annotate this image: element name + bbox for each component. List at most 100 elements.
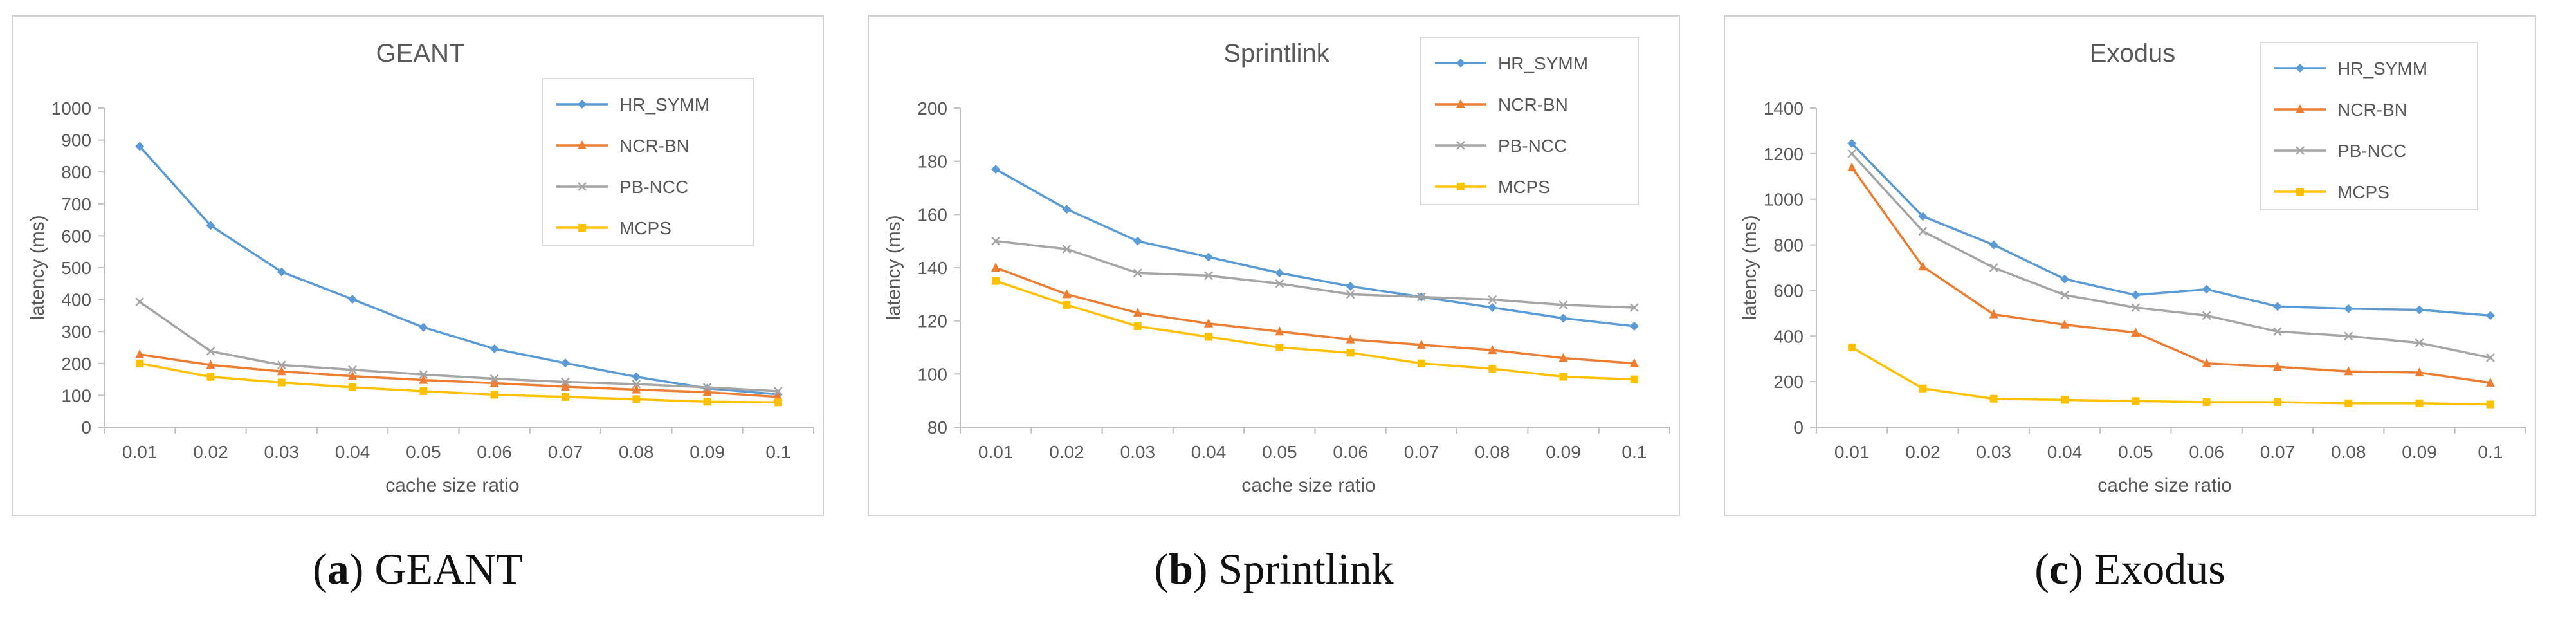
x-tick-label: 0.07 — [2260, 442, 2296, 462]
legend-marker — [1456, 99, 1465, 108]
data-point — [135, 142, 145, 151]
y-axis-label: latency (ms) — [883, 215, 904, 320]
data-point — [1989, 309, 1998, 319]
data-point — [560, 382, 570, 391]
data-point — [135, 349, 145, 358]
legend-label: PB-NCC — [2337, 141, 2406, 161]
data-point — [2344, 366, 2353, 376]
data-point — [702, 383, 712, 392]
data-point — [2060, 274, 2070, 284]
x-tick-label: 0.1 — [2478, 442, 2503, 462]
data-point — [1847, 149, 1857, 158]
data-point — [561, 393, 569, 401]
chart-svg-geant: GEANT 0 100 200 300 400 500 600 700 800 900 1000 0.0… — [27, 39, 814, 496]
data-point — [1558, 300, 1568, 310]
data-point — [1133, 322, 1142, 330]
data-point — [1063, 300, 1071, 309]
x-tick-label: 0.05 — [406, 442, 441, 462]
x-tick-label: 0.03 — [1120, 442, 1156, 462]
y-tick-label: 1200 — [1764, 144, 1804, 164]
data-point — [2273, 327, 2282, 337]
data-point — [1919, 384, 1927, 393]
x-tick-label: 0.05 — [2118, 442, 2153, 462]
data-point — [419, 374, 428, 384]
data-point — [1204, 318, 1214, 328]
data-point — [1488, 295, 1497, 304]
data-point — [1918, 226, 1928, 236]
y-tick-label: 0 — [1793, 418, 1804, 438]
series-line-hr_symm — [995, 168, 1635, 328]
data-point — [2202, 311, 2211, 320]
legend-box — [1420, 37, 1639, 205]
data-point — [206, 347, 215, 356]
caption-a: (a) GEANT — [313, 544, 523, 593]
chart-title: GEANT — [376, 39, 465, 68]
data-point — [1847, 162, 1857, 172]
data-point — [2486, 400, 2494, 409]
data-point — [489, 374, 499, 383]
x-axis-label: cache size ratio — [2097, 475, 2231, 496]
data-point — [1488, 365, 1497, 373]
data-point — [632, 380, 641, 389]
data-point — [2415, 399, 2424, 407]
x-tick-label: 0.06 — [2189, 442, 2224, 462]
data-point — [2415, 338, 2424, 347]
y-tick-label: 160 — [917, 205, 947, 225]
legend-marker — [1456, 141, 1465, 150]
data-point — [1133, 308, 1142, 317]
data-point — [419, 387, 428, 395]
data-point — [1847, 138, 1857, 148]
legend-marker — [1457, 183, 1465, 190]
caption-label: b — [1169, 544, 1193, 593]
data-point — [1629, 321, 1639, 331]
data-point — [206, 360, 215, 369]
data-point — [2132, 397, 2140, 405]
x-tick-label: 0.02 — [1905, 442, 1941, 462]
legend-box — [542, 78, 754, 246]
data-point — [489, 378, 499, 387]
data-point — [1558, 313, 1568, 323]
legend-label: NCR-BN — [1498, 95, 1568, 115]
series-line-pb-ncc — [995, 239, 1634, 309]
x-tick-label: 0.05 — [1262, 442, 1297, 462]
legend-label: HR_SYMM — [2337, 59, 2427, 79]
legend-marker — [2296, 146, 2305, 155]
x-tick-label: 0.01 — [122, 442, 158, 462]
legend-label: MCPS — [1498, 177, 1550, 197]
x-tick-label: 0.03 — [264, 442, 300, 462]
x-tick-label: 0.02 — [1049, 442, 1084, 462]
series-line-hr_symm — [138, 145, 778, 396]
data-point — [2415, 305, 2424, 315]
x-tick-label: 0.04 — [1191, 442, 1227, 462]
data-point — [1062, 289, 1072, 299]
legend-marker — [578, 182, 587, 191]
series-line-ncr-bn — [139, 353, 778, 398]
data-point — [2131, 327, 2141, 337]
series-line-hr_symm — [1850, 142, 2490, 317]
data-point — [2344, 304, 2353, 313]
data-point — [1133, 268, 1142, 278]
chart-svg-sprintlink: Sprintlink 80 100 120 140 160 180 200 0.01 0.02 0.… — [883, 37, 1670, 496]
data-point — [1488, 345, 1497, 355]
legend-box — [2260, 42, 2478, 210]
legend-marker — [2296, 188, 2304, 196]
y-tick-label: 600 — [61, 226, 91, 246]
x-tick-label: 0.07 — [1404, 442, 1439, 462]
y-tick-label: 80 — [927, 418, 947, 438]
series-line-mcps — [1851, 346, 2490, 406]
data-point — [1275, 279, 1284, 288]
data-point — [632, 372, 641, 382]
data-point — [348, 365, 357, 374]
data-point — [2202, 398, 2211, 407]
x-tick-label: 0.06 — [1333, 442, 1368, 462]
data-point — [490, 391, 498, 399]
x-tick-label: 0.08 — [1475, 442, 1510, 462]
chart-svg-exodus: Exodus 0 200 400 600 800 1000 1200 1400 0.01 0.02 0… — [1739, 39, 2526, 496]
y-tick-label: 400 — [1773, 326, 1804, 346]
data-point — [1989, 394, 1998, 403]
legend-marker — [2296, 64, 2305, 73]
data-point — [1918, 261, 1928, 271]
data-point — [2061, 396, 2069, 404]
y-tick-label: 200 — [61, 354, 91, 374]
y-tick-label: 100 — [61, 385, 91, 405]
